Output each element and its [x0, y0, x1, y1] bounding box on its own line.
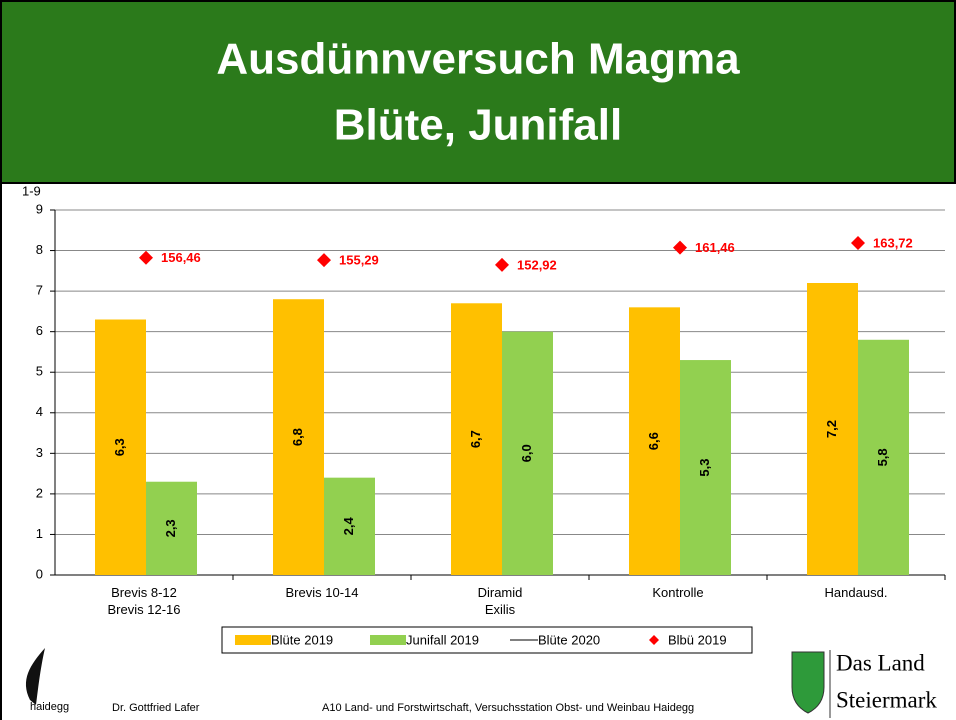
marker: [851, 236, 865, 250]
y-tick-label: 8: [36, 242, 43, 257]
x-tick-label: Diramid Exilis: [420, 584, 580, 618]
value-label: 5,8: [875, 448, 890, 466]
marker: [139, 251, 153, 265]
y-tick-label: 3: [36, 445, 43, 460]
legend-swatch: [235, 635, 271, 645]
legend-label: Blbü 2019: [668, 632, 727, 647]
legend-swatch: [370, 635, 406, 645]
y-tick-label: 9: [36, 201, 43, 216]
value-label: 2,4: [341, 517, 356, 536]
value-label: 152,92: [517, 257, 557, 272]
y-tick-label: 0: [36, 566, 43, 581]
x-tick-label: Handausd.: [776, 584, 936, 601]
y-tick-label: 5: [36, 364, 43, 379]
y-tick-label: 4: [36, 404, 43, 419]
logo-text: haidegg: [30, 701, 69, 713]
y-tick-label: 2: [36, 485, 43, 500]
brand-line2: Steiermark: [836, 687, 937, 712]
value-label: 156,46: [161, 250, 201, 265]
marker: [495, 258, 509, 272]
title-banner: [1, 1, 955, 183]
value-label: 2,3: [163, 519, 178, 537]
legend-label: Blüte 2020: [538, 632, 600, 647]
author: Dr. Gottfried Lafer: [112, 702, 200, 714]
institution: A10 Land- und Forstwirtschaft, Versuchss…: [322, 702, 694, 714]
marker: [317, 253, 331, 267]
value-label: 6,8: [290, 428, 305, 446]
value-label: 5,3: [697, 458, 712, 476]
slide: Ausdünnversuch Magma Blüte, Junifall 1-9…: [0, 0, 956, 720]
y-axis-label: 1-9: [22, 183, 41, 198]
value-label: 7,2: [824, 420, 839, 438]
x-tick-label: Brevis 8-12 Brevis 12-16: [64, 584, 224, 618]
y-tick-label: 6: [36, 323, 43, 338]
value-label: 6,3: [112, 438, 127, 456]
coat-of-arms: [792, 652, 824, 713]
value-label: 6,0: [519, 444, 534, 462]
value-label: 161,46: [695, 240, 735, 255]
brand-line1: Das Land: [836, 650, 925, 675]
slide-title: Ausdünnversuch Magma: [216, 35, 740, 84]
slide-subtitle: Blüte, Junifall: [334, 101, 622, 150]
value-label: 6,7: [468, 430, 483, 448]
legend-label: Blüte 2019: [271, 632, 333, 647]
x-tick-label: Brevis 10-14: [242, 584, 402, 601]
value-label: 155,29: [339, 253, 379, 268]
legend-label: Junifall 2019: [406, 632, 479, 647]
marker: [673, 241, 687, 255]
y-tick-label: 7: [36, 283, 43, 298]
x-tick-label: Kontrolle: [598, 584, 758, 601]
y-tick-label: 1: [36, 526, 43, 541]
value-label: 6,6: [646, 432, 661, 450]
haidegg-logo: [26, 648, 45, 705]
value-label: 163,72: [873, 235, 913, 250]
